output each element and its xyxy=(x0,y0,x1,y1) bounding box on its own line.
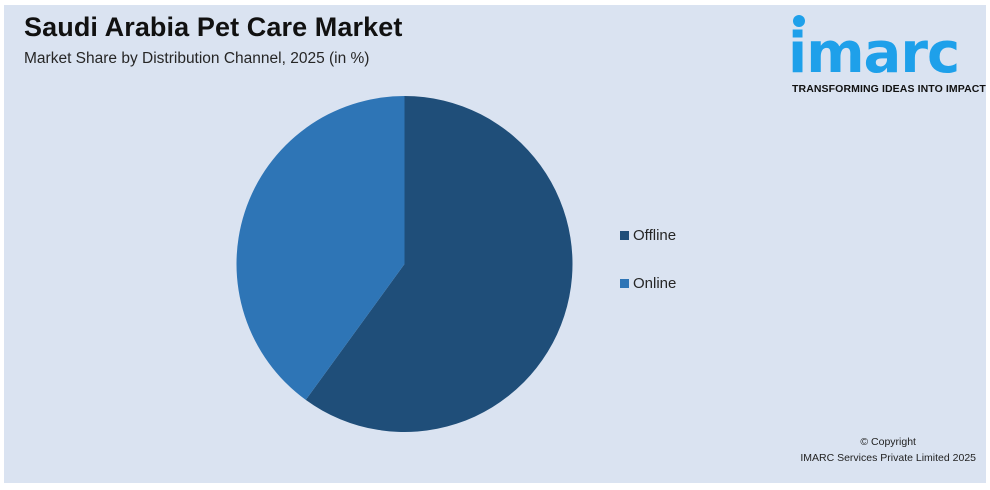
imarc-logo: imarc TRANSFORMING IDEAS INTO IMPACT xyxy=(786,12,986,98)
legend-swatch-offline xyxy=(620,230,629,240)
chart-title: Saudi Arabia Pet Care Market xyxy=(24,12,403,42)
pie-slice-offline xyxy=(305,96,573,432)
copyright-line-1: © Copyright xyxy=(860,436,916,448)
copyright-notice: © Copyright IMARC Services Private Limit… xyxy=(800,434,976,466)
legend-label-online: Online xyxy=(633,274,677,292)
logo-dot-icon xyxy=(793,15,805,27)
chart-legend: Offline Online xyxy=(620,225,676,321)
legend-item-offline: Offline xyxy=(620,225,676,245)
legend-swatch-online xyxy=(620,278,629,288)
logo-wordmark: imarc xyxy=(788,21,960,86)
chart-subtitle: Market Share by Distribution Channel, 20… xyxy=(24,50,370,67)
legend-item-online: Online xyxy=(620,273,676,293)
copyright-line-2: IMARC Services Private Limited 2025 xyxy=(800,452,976,464)
legend-label-offline: Offline xyxy=(633,226,677,244)
logo-tagline: TRANSFORMING IDEAS INTO IMPACT xyxy=(792,83,986,95)
pie-slice-online xyxy=(236,96,405,400)
